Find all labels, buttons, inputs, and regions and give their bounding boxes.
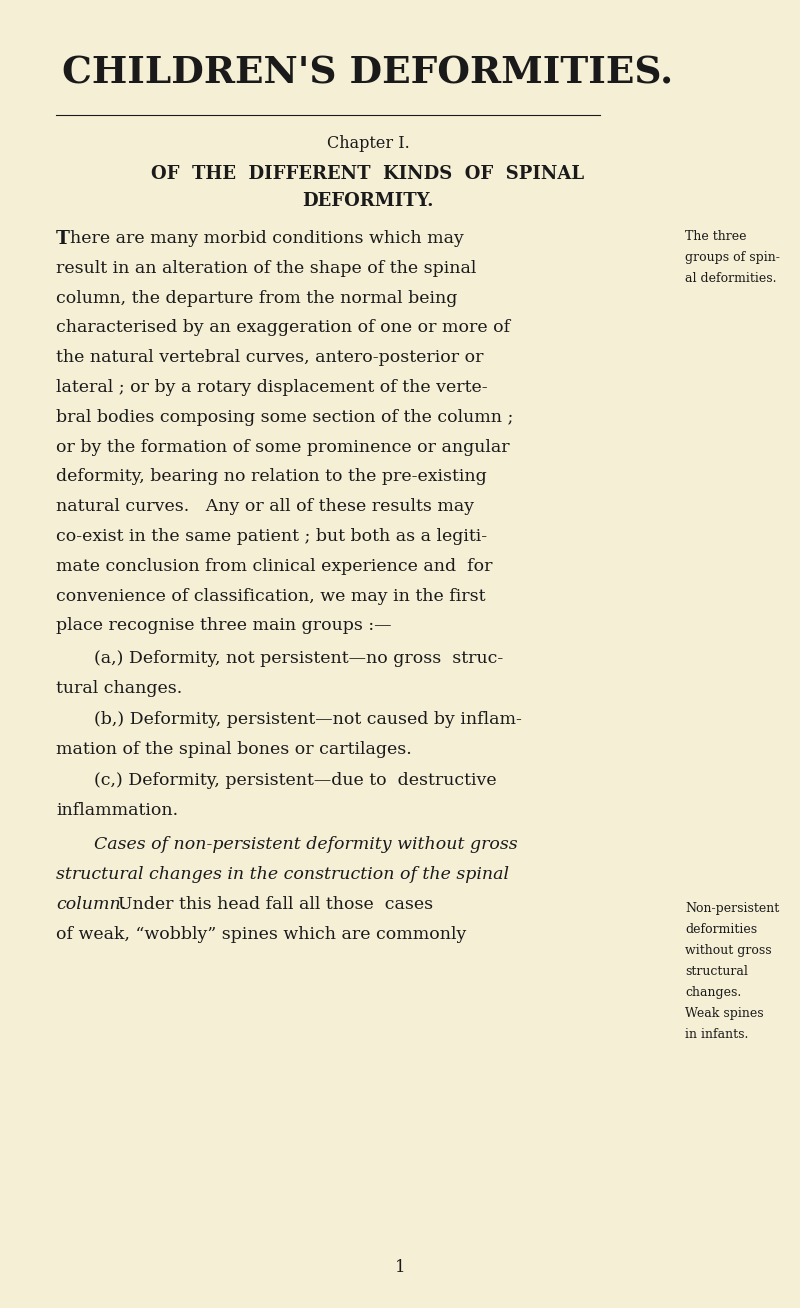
Text: structural changes in the construction of the spinal: structural changes in the construction o… [56, 866, 509, 883]
Text: structural: structural [685, 965, 748, 978]
Text: co-exist in the same patient ; but both as a legiti-: co-exist in the same patient ; but both … [56, 528, 487, 545]
Text: deformities: deformities [685, 923, 757, 937]
Text: column.: column. [56, 896, 126, 913]
Text: result in an alteration of the shape of the spinal: result in an alteration of the shape of … [56, 260, 476, 277]
Text: T: T [56, 230, 70, 249]
Text: place recognise three main groups :—: place recognise three main groups :— [56, 617, 391, 634]
Text: of weak, “wobbly” spines which are commonly: of weak, “wobbly” spines which are commo… [56, 926, 466, 943]
Text: changes.: changes. [685, 986, 742, 999]
Text: Weak spines: Weak spines [685, 1007, 764, 1020]
Text: Chapter I.: Chapter I. [326, 135, 410, 152]
Text: or by the formation of some prominence or angular: or by the formation of some prominence o… [56, 438, 510, 455]
Text: lateral ; or by a rotary displacement of the verte-: lateral ; or by a rotary displacement of… [56, 379, 488, 396]
Text: mation of the spinal bones or cartilages.: mation of the spinal bones or cartilages… [56, 742, 412, 759]
Text: groups of spin-: groups of spin- [685, 251, 780, 264]
Text: deformity, bearing no relation to the pre-existing: deformity, bearing no relation to the pr… [56, 468, 486, 485]
Text: here are many morbid conditions which may: here are many morbid conditions which ma… [70, 230, 464, 247]
Text: convenience of classification, we may in the first: convenience of classification, we may in… [56, 587, 486, 604]
Text: CHILDREN'S DEFORMITIES.: CHILDREN'S DEFORMITIES. [62, 55, 674, 92]
Text: Cases of non-persistent deformity without gross: Cases of non-persistent deformity withou… [94, 836, 518, 853]
Text: the natural vertebral curves, antero-posterior or: the natural vertebral curves, antero-pos… [56, 349, 483, 366]
Text: Under this head fall all those  cases: Under this head fall all those cases [118, 896, 433, 913]
Text: characterised by an exaggeration of one or more of: characterised by an exaggeration of one … [56, 319, 510, 336]
Text: The three: The three [685, 230, 746, 243]
Text: Non-persistent: Non-persistent [685, 903, 779, 916]
Text: tural changes.: tural changes. [56, 680, 182, 697]
Text: OF  THE  DIFFERENT  KINDS  OF  SPINAL: OF THE DIFFERENT KINDS OF SPINAL [151, 165, 585, 183]
Text: al deformities.: al deformities. [685, 272, 777, 285]
Text: (c,) Deformity, persistent—due to  destructive: (c,) Deformity, persistent—due to destru… [94, 772, 497, 789]
Text: column, the departure from the normal being: column, the departure from the normal be… [56, 289, 458, 306]
Text: (b,) Deformity, persistent—not caused by inflam-: (b,) Deformity, persistent—not caused by… [94, 712, 522, 729]
Text: in infants.: in infants. [685, 1028, 748, 1041]
Text: mate conclusion from clinical experience and  for: mate conclusion from clinical experience… [56, 557, 493, 574]
Text: (a,) Deformity, not persistent—no gross  struc-: (a,) Deformity, not persistent—no gross … [94, 650, 503, 667]
Text: natural curves.   Any or all of these results may: natural curves. Any or all of these resu… [56, 498, 474, 515]
Text: DEFORMITY.: DEFORMITY. [302, 192, 434, 211]
Text: without gross: without gross [685, 944, 772, 957]
Text: bral bodies composing some section of the column ;: bral bodies composing some section of th… [56, 409, 514, 426]
Text: 1: 1 [394, 1260, 406, 1277]
Text: inflammation.: inflammation. [56, 802, 178, 819]
